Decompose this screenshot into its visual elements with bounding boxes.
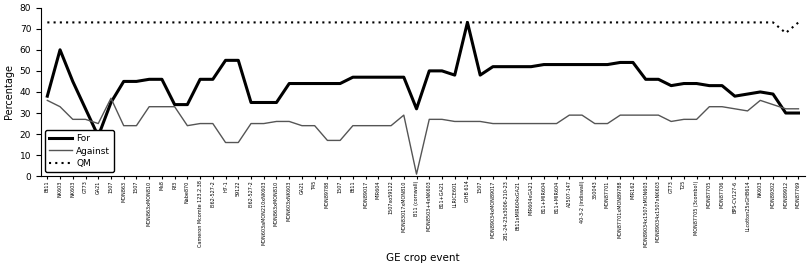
Legend: For, Against, QM: For, Against, QM: [45, 130, 114, 172]
X-axis label: GE crop event: GE crop event: [386, 253, 460, 263]
Y-axis label: Percentage: Percentage: [4, 64, 15, 119]
